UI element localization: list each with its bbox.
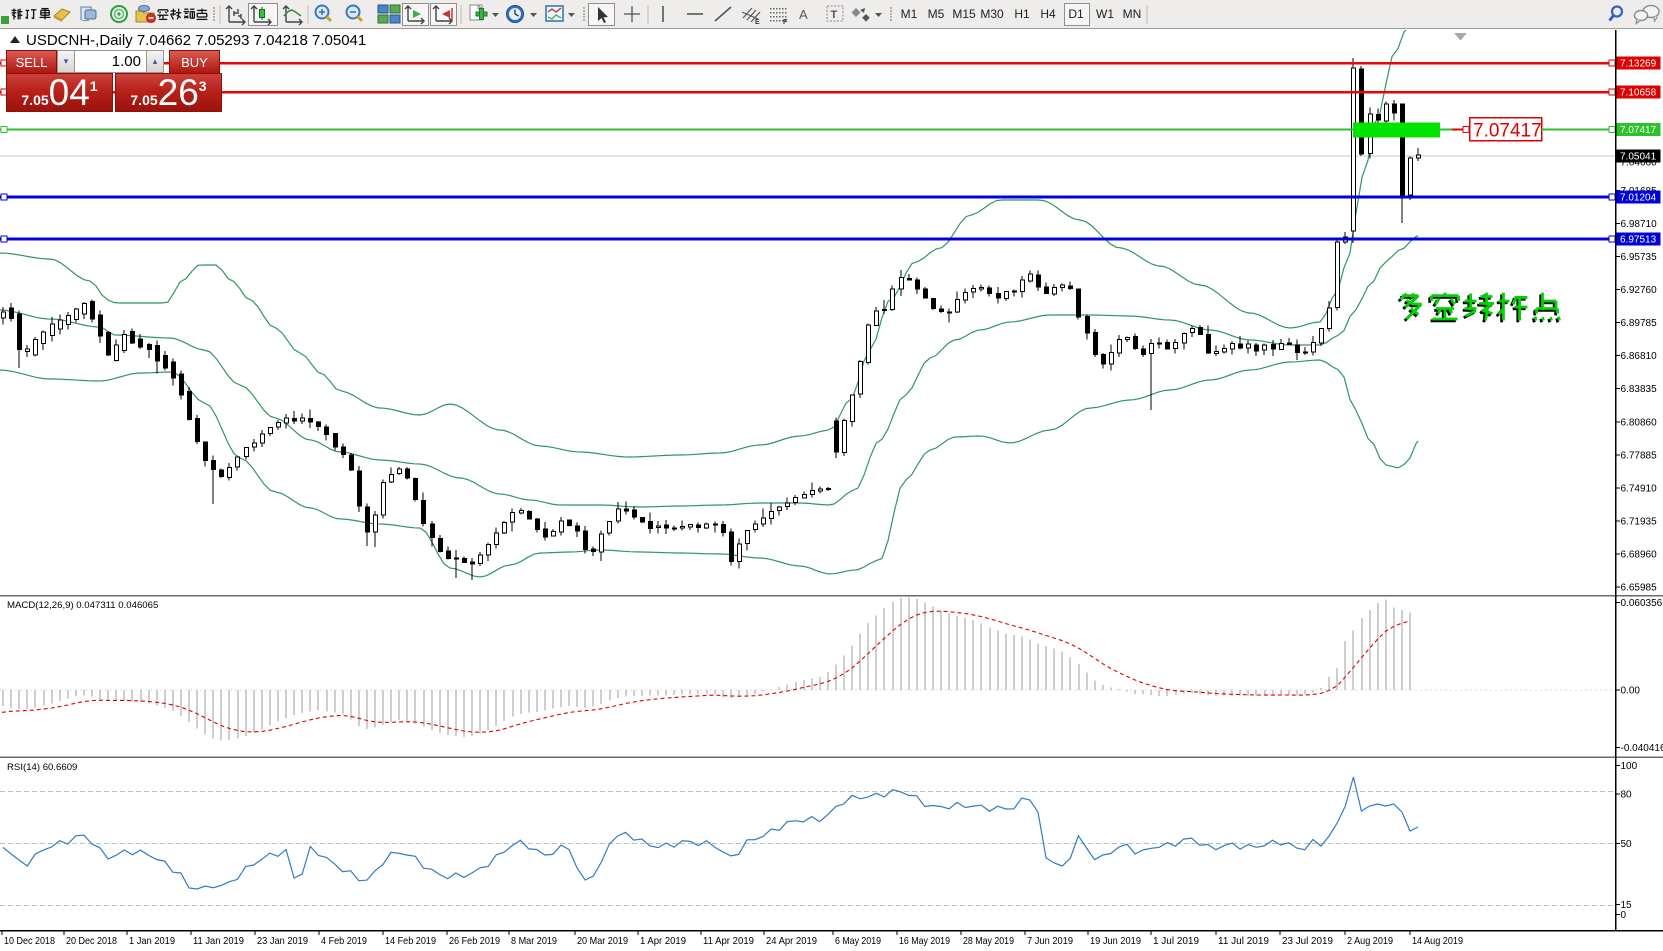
- svg-text:16 May 2019: 16 May 2019: [899, 935, 950, 947]
- svg-text:20 Dec 2018: 20 Dec 2018: [66, 935, 117, 947]
- svg-text:6.71935: 6.71935: [1621, 516, 1658, 527]
- svg-text:7.10658: 7.10658: [1620, 88, 1657, 99]
- svg-text:20 Mar 2019: 20 Mar 2019: [577, 935, 628, 947]
- svg-text:6.98710: 6.98710: [1621, 219, 1658, 230]
- svg-text:6.97513: 6.97513: [1620, 235, 1657, 246]
- svg-text:7.05041: 7.05041: [1620, 152, 1657, 163]
- svg-text:7.07417: 7.07417: [1473, 121, 1542, 142]
- svg-text:0.060356: 0.060356: [1621, 598, 1663, 609]
- svg-text:7.13269: 7.13269: [1620, 59, 1657, 70]
- svg-text:80: 80: [1621, 790, 1633, 801]
- svg-text:RSI(14) 60.6609: RSI(14) 60.6609: [7, 762, 77, 773]
- svg-text:6.65985: 6.65985: [1621, 583, 1658, 594]
- svg-text:M30: M30: [980, 7, 1004, 21]
- svg-text:23 Jul 2019: 23 Jul 2019: [1282, 935, 1333, 947]
- svg-text:7.07417: 7.07417: [1620, 125, 1657, 136]
- svg-text:24 Apr 2019: 24 Apr 2019: [766, 935, 817, 947]
- svg-text:11 Jul 2019: 11 Jul 2019: [1218, 935, 1269, 947]
- svg-text:6 May 2019: 6 May 2019: [835, 935, 881, 947]
- svg-text:6.83835: 6.83835: [1621, 384, 1658, 395]
- svg-text:4 Feb 2019: 4 Feb 2019: [321, 935, 367, 947]
- svg-text:11 Apr 2019: 11 Apr 2019: [703, 935, 754, 947]
- svg-text:6.77885: 6.77885: [1621, 450, 1658, 461]
- svg-text:7.01204: 7.01204: [1620, 193, 1657, 204]
- svg-text:0.00: 0.00: [1621, 686, 1641, 697]
- svg-text:6.89785: 6.89785: [1621, 318, 1658, 329]
- svg-text:1 Jan 2019: 1 Jan 2019: [129, 935, 175, 947]
- svg-text:M1: M1: [901, 7, 918, 21]
- svg-text:0: 0: [1621, 910, 1627, 921]
- svg-text:11 Jan 2019: 11 Jan 2019: [193, 935, 244, 947]
- svg-text:M5: M5: [928, 7, 945, 21]
- svg-text:6.80860: 6.80860: [1621, 417, 1658, 428]
- svg-text:1 Apr 2019: 1 Apr 2019: [640, 935, 686, 947]
- svg-text:E: E: [755, 19, 760, 26]
- svg-text:6.86810: 6.86810: [1621, 351, 1658, 362]
- svg-text:M15: M15: [952, 7, 976, 21]
- svg-text:7.04660: 7.04660: [1621, 158, 1658, 169]
- svg-text:1 Jul 2019: 1 Jul 2019: [1153, 935, 1199, 947]
- svg-text:D1: D1: [1068, 7, 1084, 21]
- svg-text:F: F: [783, 19, 788, 26]
- svg-text:MACD(12,26,9) 0.047311 0.04606: MACD(12,26,9) 0.047311 0.046065: [7, 600, 158, 611]
- svg-text:6.68960: 6.68960: [1621, 550, 1658, 561]
- svg-text:19 Jun 2019: 19 Jun 2019: [1090, 935, 1141, 947]
- svg-text:6.95735: 6.95735: [1621, 252, 1658, 263]
- svg-text:W1: W1: [1096, 7, 1114, 21]
- svg-text:15: 15: [1621, 900, 1633, 911]
- svg-text:MN: MN: [1123, 7, 1142, 21]
- svg-text:8 Mar 2019: 8 Mar 2019: [511, 935, 557, 947]
- svg-text:7 Jun 2019: 7 Jun 2019: [1027, 935, 1073, 947]
- svg-text:H1: H1: [1014, 7, 1030, 21]
- svg-text:23 Jan 2019: 23 Jan 2019: [257, 935, 308, 947]
- svg-text:14 Aug 2019: 14 Aug 2019: [1412, 935, 1463, 947]
- svg-text:T: T: [831, 9, 838, 21]
- svg-text:28 May 2019: 28 May 2019: [963, 935, 1014, 947]
- svg-text:6.74910: 6.74910: [1621, 483, 1658, 494]
- svg-text:6.92760: 6.92760: [1621, 285, 1658, 296]
- svg-text:26 Feb 2019: 26 Feb 2019: [449, 935, 500, 947]
- svg-text:USDCNH-,Daily 7.04662 7.05293: USDCNH-,Daily 7.04662 7.05293 7.04218 7.…: [26, 32, 366, 49]
- svg-text:A: A: [799, 7, 808, 22]
- svg-text:H4: H4: [1040, 7, 1056, 21]
- svg-text:100: 100: [1621, 761, 1638, 772]
- svg-text:-0.040416: -0.040416: [1621, 743, 1663, 754]
- svg-text:14 Feb 2019: 14 Feb 2019: [385, 935, 436, 947]
- svg-text:50: 50: [1621, 839, 1633, 850]
- svg-text:10 Dec 2018: 10 Dec 2018: [4, 935, 55, 947]
- svg-text:2 Aug 2019: 2 Aug 2019: [1347, 935, 1393, 947]
